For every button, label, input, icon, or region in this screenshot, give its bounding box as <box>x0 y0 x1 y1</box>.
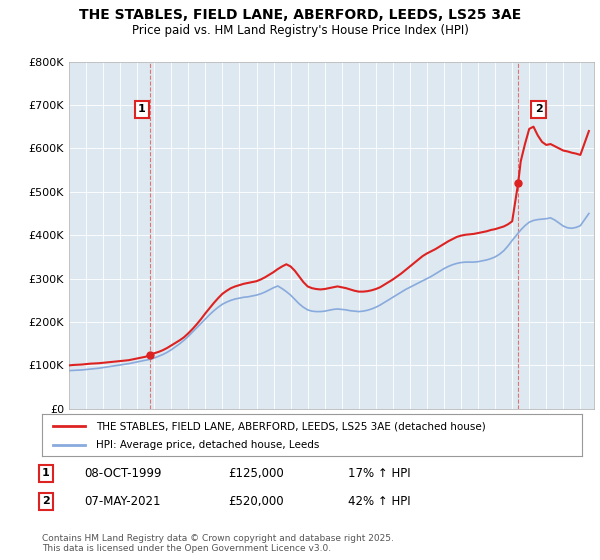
Text: 1: 1 <box>42 468 50 478</box>
Text: Price paid vs. HM Land Registry's House Price Index (HPI): Price paid vs. HM Land Registry's House … <box>131 24 469 36</box>
Text: 42% ↑ HPI: 42% ↑ HPI <box>348 494 410 508</box>
Text: THE STABLES, FIELD LANE, ABERFORD, LEEDS, LS25 3AE: THE STABLES, FIELD LANE, ABERFORD, LEEDS… <box>79 8 521 22</box>
Text: 1: 1 <box>138 104 146 114</box>
Text: 17% ↑ HPI: 17% ↑ HPI <box>348 466 410 480</box>
Text: 2: 2 <box>42 496 50 506</box>
Text: £520,000: £520,000 <box>228 494 284 508</box>
Text: Contains HM Land Registry data © Crown copyright and database right 2025.
This d: Contains HM Land Registry data © Crown c… <box>42 534 394 553</box>
Text: 08-OCT-1999: 08-OCT-1999 <box>84 466 161 480</box>
Text: 2: 2 <box>535 104 542 114</box>
Text: HPI: Average price, detached house, Leeds: HPI: Average price, detached house, Leed… <box>96 440 319 450</box>
Text: £125,000: £125,000 <box>228 466 284 480</box>
Text: 07-MAY-2021: 07-MAY-2021 <box>84 494 161 508</box>
Text: THE STABLES, FIELD LANE, ABERFORD, LEEDS, LS25 3AE (detached house): THE STABLES, FIELD LANE, ABERFORD, LEEDS… <box>96 421 486 431</box>
